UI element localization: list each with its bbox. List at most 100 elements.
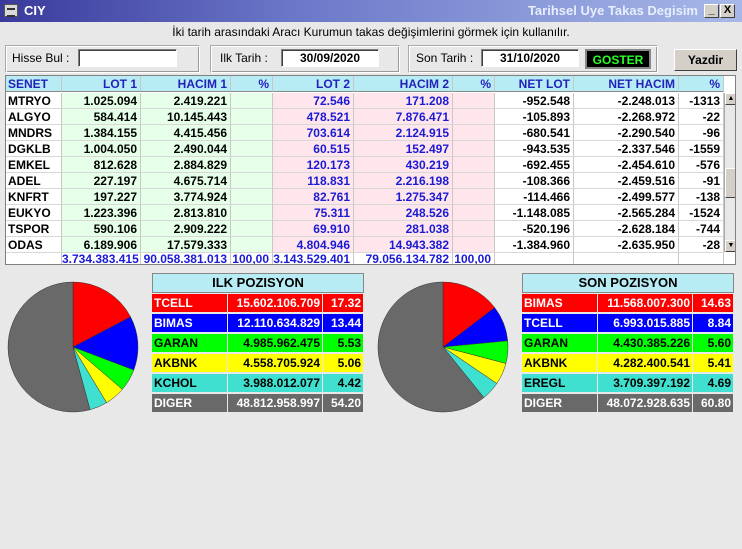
table-row[interactable]: ALGYO 584.414 10.145.443 478.521 7.876.471 -1…: [6, 109, 735, 125]
cell-pct2: [453, 93, 495, 109]
cell-pct1: 100,00: [231, 251, 273, 264]
position-percent: 5.06: [323, 354, 363, 372]
cell-hacim2: 7.876.471: [354, 109, 453, 125]
position-name: AKBNK: [152, 354, 227, 372]
cell-hacim1: 90.058.381.013: [141, 251, 231, 264]
position-percent: 4.42: [323, 374, 363, 392]
cell-lot2: 75.311: [273, 205, 354, 221]
scroll-thumb[interactable]: [725, 168, 735, 198]
cell-net-lot: -1.148.085: [495, 205, 574, 221]
column-header-pct2[interactable]: %: [453, 76, 495, 92]
yazdir-button[interactable]: Yazdir: [674, 49, 737, 71]
position-value: 3.709.397.192: [598, 374, 692, 392]
close-button[interactable]: X: [720, 4, 735, 18]
column-header-lot2[interactable]: LOT 2: [273, 76, 354, 92]
position-percent: 13.44: [323, 314, 363, 332]
table-row[interactable]: TSPOR 590.106 2.909.222 69.910 281.038 -520.1…: [6, 221, 735, 237]
column-header-net-pct[interactable]: %: [679, 76, 724, 92]
position-row: GARAN 4.430.385.226 5.60: [522, 334, 734, 353]
cell-pct2: [453, 189, 495, 205]
position-name: GARAN: [152, 334, 227, 352]
vertical-scrollbar[interactable]: ▲ ▼: [724, 93, 735, 252]
column-header-pct1[interactable]: %: [231, 76, 273, 92]
column-header-hacim2[interactable]: HACIM 2: [354, 76, 453, 92]
table-row[interactable]: EUKYO 1.223.396 2.813.810 75.311 248.526 -1.1…: [6, 205, 735, 221]
position-value: 4.558.705.924: [228, 354, 322, 372]
position-value: 4.985.962.475: [228, 334, 322, 352]
cell-net-hacim: -2.268.972: [574, 109, 679, 125]
son-pozisyon-pie-chart: [377, 281, 509, 413]
position-value: 12.110.634.829: [228, 314, 322, 332]
cell-hacim2: 281.038: [354, 221, 453, 237]
position-row: DIGER 48.812.958.997 54.20: [152, 394, 364, 413]
position-name: EREGL: [522, 374, 597, 392]
end-date-field[interactable]: 31/10/2020: [481, 49, 579, 67]
cell-senet: ADEL: [6, 173, 62, 189]
cell-hacim2: 2.124.915: [354, 125, 453, 141]
column-header-hacim1[interactable]: HACIM 1: [141, 76, 231, 92]
position-row: TCELL 6.993.015.885 8.84: [522, 314, 734, 333]
pie-slice-diger: [7, 281, 91, 413]
column-header-net-lot[interactable]: NET LOT: [495, 76, 574, 92]
cell-net-hacim: -2.290.540: [574, 125, 679, 141]
cell-lot1: 1.384.155: [62, 125, 141, 141]
column-header-net-hacim[interactable]: NET HACIM: [574, 76, 679, 92]
cell-senet: KNFRT: [6, 189, 62, 205]
cell-pct1: [231, 157, 273, 173]
pie-slice-bimas: [442, 281, 496, 348]
window-title: CIY: [24, 3, 46, 18]
ilk-pozisyon-pie-chart: [7, 281, 139, 413]
cell-net-hacim: -2.565.284: [574, 205, 679, 221]
position-row: TCELL 15.602.106.709 17.32: [152, 294, 364, 313]
cell-lot1: 197.227: [62, 189, 141, 205]
position-value: 4.282.400.541: [598, 354, 692, 372]
start-date-field[interactable]: 30/09/2020: [281, 49, 379, 67]
position-name: AKBNK: [522, 354, 597, 372]
cell-lot2: 69.910: [273, 221, 354, 237]
cell-net-pct: -744: [679, 221, 724, 237]
title-bar[interactable]: CIY Tarihsel Uye Takas Degisim _ X: [0, 0, 742, 22]
ilk-pozisyon-title: ILK POZISYON: [152, 273, 364, 293]
column-header-senet[interactable]: SENET: [6, 76, 62, 92]
position-percent: 14.63: [693, 294, 733, 312]
table-row[interactable]: MNDRS 1.384.155 4.415.456 703.614 2.124.915 -…: [6, 125, 735, 141]
position-row: BIMAS 12.110.634.829 13.44: [152, 314, 364, 333]
scroll-up-icon[interactable]: ▲: [725, 93, 735, 105]
table-row[interactable]: KNFRT 197.227 3.774.924 82.761 1.275.347 -114…: [6, 189, 735, 205]
cell-net-pct: -1559: [679, 141, 724, 157]
end-date-label: Son Tarih :: [416, 51, 474, 65]
search-input[interactable]: [78, 49, 177, 67]
column-header-lot1[interactable]: LOT 1: [62, 76, 141, 92]
table-row[interactable]: EMKEL 812.628 2.884.829 120.173 430.219 -692.…: [6, 157, 735, 173]
position-percent: 8.84: [693, 314, 733, 332]
table-totals-row[interactable]: 3.734.383.415 90.058.381.013 100,00 3.143.5…: [6, 251, 735, 264]
cell-senet: TSPOR: [6, 221, 62, 237]
cell-lot1: 3.734.383.415: [62, 251, 141, 264]
cell-lot2: 478.521: [273, 109, 354, 125]
cell-senet: ODAS: [6, 237, 62, 253]
cell-net-pct: -138: [679, 189, 724, 205]
cell-net-lot: -105.893: [495, 109, 574, 125]
table-row[interactable]: ODAS 6.189.906 17.579.333 4.804.946 14.943.3…: [6, 237, 735, 253]
table-row[interactable]: ADEL 227.197 4.675.714 118.831 2.216.198 -108…: [6, 173, 735, 189]
table-row[interactable]: DGKLB 1.004.050 2.490.044 60.515 152.497 -943…: [6, 141, 735, 157]
cell-net-lot: -943.535: [495, 141, 574, 157]
cell-net-pct: -22: [679, 109, 724, 125]
cell-net-pct: -1524: [679, 205, 724, 221]
data-grid[interactable]: 3.734.383.415 90.058.381.013 100,00 3.143.5…: [5, 75, 736, 265]
cell-lot1: 590.106: [62, 221, 141, 237]
position-value: 6.993.015.885: [598, 314, 692, 332]
position-name: DIGER: [522, 394, 597, 412]
scroll-down-icon[interactable]: ▼: [725, 240, 735, 252]
cell-hacim2: 152.497: [354, 141, 453, 157]
app-icon: [4, 4, 18, 17]
minimize-button[interactable]: _: [704, 4, 719, 18]
position-name: BIMAS: [522, 294, 597, 312]
cell-pct2: [453, 221, 495, 237]
table-header-row[interactable]: SENET LOT 1 HACIM 1% LOT 2 HACIM 2% NET LOT NE…: [6, 76, 735, 92]
goster-button[interactable]: GOSTER: [585, 49, 651, 69]
cell-net-hacim: -2.454.610: [574, 157, 679, 173]
table-row[interactable]: MTRYO 1.025.094 2.419.221 72.546 171.208 -952…: [6, 93, 735, 109]
cell-senet: [6, 251, 62, 264]
position-row: DIGER 48.072.928.635 60.80: [522, 394, 734, 413]
